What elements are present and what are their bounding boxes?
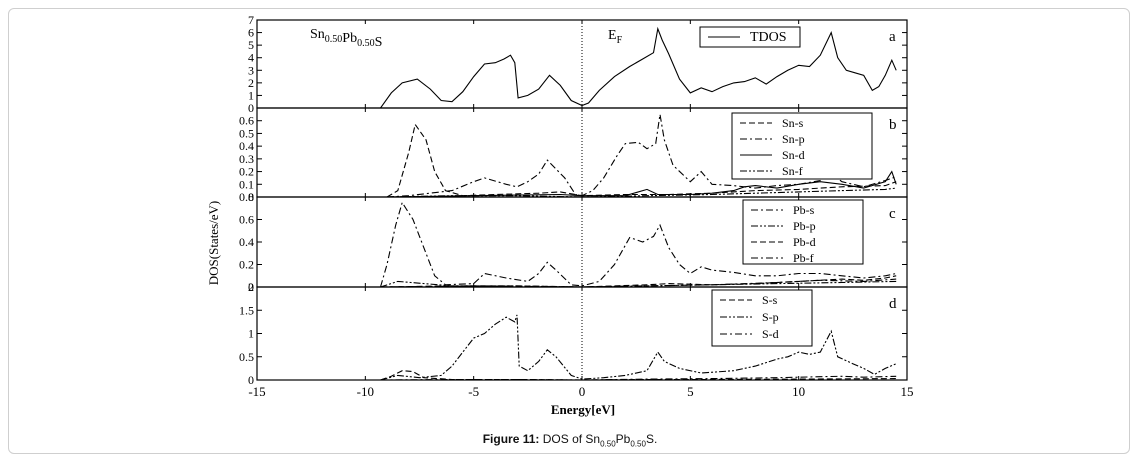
y-tick-label: 1 — [248, 88, 254, 102]
series-line-sn-f — [386, 187, 897, 198]
legend-box — [699, 26, 801, 48]
y-tick-label: 0.6 — [239, 213, 254, 227]
series-line-sn-s — [386, 123, 897, 198]
series-line-s-s — [380, 370, 897, 381]
series-line-s-d — [380, 375, 897, 381]
legend-box — [742, 199, 864, 265]
legend-d: S-s S-p S-d — [711, 289, 813, 347]
legend-label: Sn-s — [782, 116, 804, 130]
y-tick-label: 0.4 — [239, 139, 254, 153]
legend-c: Pb-s Pb-p Pb-d Pb-f — [742, 199, 864, 265]
legend-box — [711, 289, 813, 347]
y-tick-label: 5 — [248, 38, 254, 52]
legend-label: Pb-s — [793, 203, 815, 217]
y-tick-label: 0.2 — [239, 165, 254, 179]
series-line-s-p — [380, 314, 897, 381]
caption-text: DOS of Sn0.50Pb0.50S. — [542, 432, 658, 449]
y-tick-label: 0 — [248, 101, 254, 115]
y-tick-label: 0.8 — [239, 190, 254, 204]
y-tick-label: 2 — [248, 76, 254, 90]
legend-label: TDOS — [750, 30, 787, 45]
compound-label: Sn0.50Pb0.50S — [310, 27, 382, 50]
panel-letter: a — [889, 29, 896, 45]
caption-label: Figure 11: — [482, 432, 540, 446]
overlay-layer: Sn0.50Pb0.50S EF Energy[eV] DOS(States/e… — [206, 27, 623, 417]
x-tick-label: 5 — [687, 384, 694, 399]
y-tick-label: 0 — [248, 373, 254, 387]
legend-label: S-d — [762, 327, 779, 341]
y-tick-label: 0.2 — [239, 258, 254, 272]
panel-letter: b — [889, 117, 897, 133]
legend-label: Pb-d — [793, 235, 816, 249]
x-tick-label: -5 — [468, 384, 479, 399]
figure-caption: Figure 11: DOS of Sn0.50Pb0.50S. — [0, 432, 1140, 448]
y-tick-label: 1.5 — [239, 303, 254, 317]
x-tick-label: -10 — [357, 384, 374, 399]
panel-letter: c — [889, 206, 896, 222]
legend-label: Pb-f — [793, 251, 814, 265]
legend-b: Sn-s Sn-p Sn-d Sn-f — [731, 112, 873, 180]
y-tick-label: 0.4 — [239, 235, 254, 249]
legend-label: S-s — [762, 293, 778, 307]
fermi-label: EF — [608, 28, 623, 46]
x-tick-label: 0 — [579, 384, 586, 399]
legend-a: TDOS — [699, 26, 801, 48]
series-line-sn-d — [386, 170, 897, 198]
y-tick-label: 0.3 — [239, 152, 254, 166]
y-tick-label: 4 — [248, 51, 254, 65]
panel-letter: d — [889, 296, 897, 312]
series-line-pb-f — [380, 278, 897, 288]
legend-label: Sn-f — [782, 164, 803, 178]
legend-label: Sn-d — [782, 148, 805, 162]
series-line-pb-s — [379, 201, 897, 288]
x-tick-label: -15 — [248, 384, 265, 399]
x-tick-label: 15 — [901, 384, 914, 399]
y-tick-label: 7 — [248, 13, 254, 27]
x-tick-labels: -15 -10 -5 0 5 10 15 — [248, 384, 913, 399]
figure-frame — [8, 8, 1130, 454]
y-tick-label: 0.1 — [239, 177, 254, 191]
series-line-pb-d — [380, 275, 897, 288]
x-axis-label: Energy[eV] — [551, 402, 615, 417]
panel-d: 0 0.5 1 1.5 2 d S-s S-p S-d — [239, 280, 908, 387]
y-tick-label: 6 — [248, 26, 254, 40]
y-tick-label: 1 — [248, 327, 254, 341]
legend-label: S-p — [762, 310, 779, 324]
y-axis-label: DOS(States/eV) — [206, 201, 221, 286]
y-tick-label: 0.6 — [239, 114, 254, 128]
legend-label: Pb-p — [793, 219, 816, 233]
legend-label: Sn-p — [782, 132, 805, 146]
panel-b: 00.10.20.30.40.50.6 b Sn-s Sn-p Sn-d Sn-f — [239, 107, 908, 204]
x-tick-label: 10 — [792, 384, 805, 399]
panel-c: 0 0.2 0.4 0.6 0.8 c Pb-s Pb-p Pb-d Pb-f — [239, 190, 908, 294]
series-line-tdos — [380, 26, 897, 109]
y-tick-label: 0 — [248, 190, 254, 204]
y-tick-label: 3 — [248, 63, 254, 77]
legend-box — [731, 112, 873, 180]
y-tick-label: 0.5 — [239, 126, 254, 140]
y-tick-label: 0.5 — [239, 350, 254, 364]
y-tick-label: 2 — [248, 280, 254, 294]
y-tick-label: 0 — [248, 280, 254, 294]
